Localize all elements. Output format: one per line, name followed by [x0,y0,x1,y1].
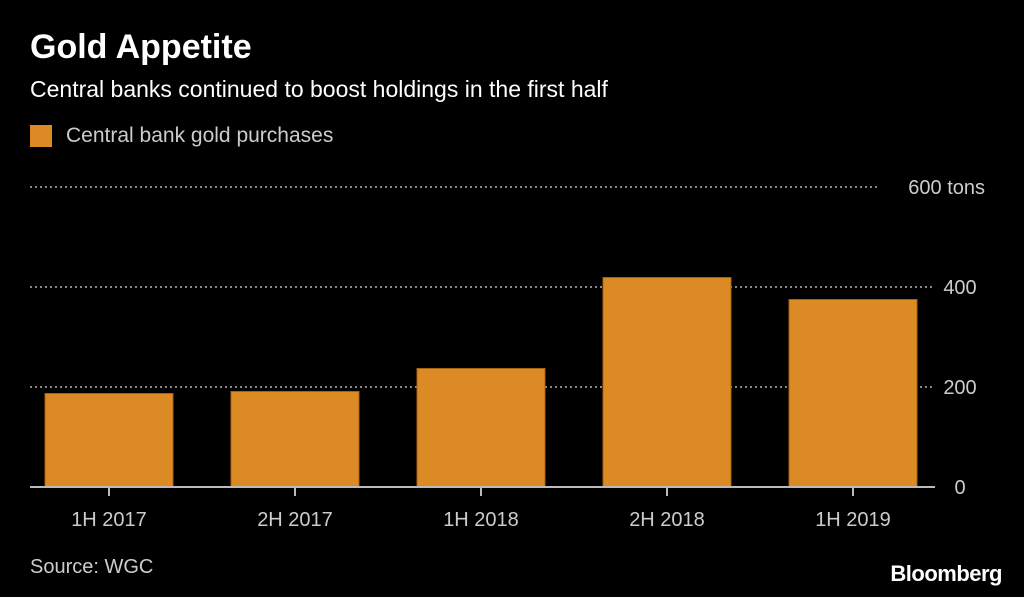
y-tick-label: 600 tons [908,177,985,199]
bar [602,277,732,488]
x-tick-label: 2H 2018 [629,509,705,531]
chart-title: Gold Appetite [30,28,252,66]
legend-label: Central bank gold purchases [66,124,334,147]
x-tick-label: 1H 2019 [815,509,891,531]
bar [416,368,546,488]
source-note: Source: WGC [30,556,154,578]
x-tick-label: 2H 2017 [257,509,333,531]
bar [230,391,360,488]
legend: Central bank gold purchases [30,124,333,148]
x-tick-label: 1H 2017 [71,509,147,531]
y-tick-label: 0 [954,477,965,499]
chart-subtitle: Central banks continued to boost holding… [30,76,608,102]
bar [788,299,918,488]
x-tick-label: 1H 2018 [443,509,519,531]
bloomberg-logo: Bloomberg [890,561,1002,586]
y-tick-label: 400 [943,277,976,299]
bar [44,393,174,488]
y-tick-label: 200 [943,377,976,399]
legend-swatch [30,125,52,147]
